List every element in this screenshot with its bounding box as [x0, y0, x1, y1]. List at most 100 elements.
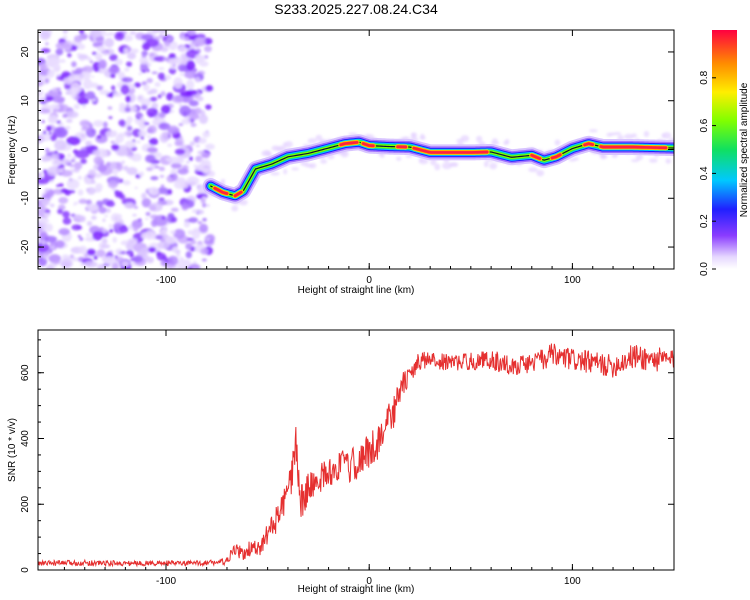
- noise-blob: [163, 57, 168, 61]
- halo-blob: [536, 169, 545, 177]
- noise-blob: [77, 189, 84, 196]
- halo-blob: [635, 153, 644, 161]
- noise-blob: [167, 40, 178, 51]
- noise-blob: [46, 57, 59, 68]
- noise-blob: [41, 239, 46, 246]
- noise-blob: [82, 78, 93, 90]
- x-tick-label: 0: [366, 576, 372, 587]
- noise-blob: [200, 247, 209, 255]
- noise-blob: [109, 161, 117, 170]
- noise-blob: [62, 30, 68, 34]
- noise-blob: [78, 245, 88, 255]
- noise-blob: [181, 203, 189, 211]
- noise-blob: [162, 225, 167, 230]
- noise-blob: [43, 235, 57, 243]
- noise-blob: [124, 106, 131, 113]
- halo-blob: [631, 133, 638, 138]
- noise-blob: [108, 65, 121, 75]
- noise-blob: [71, 224, 82, 231]
- noise-blob: [153, 56, 167, 62]
- noise-blob: [46, 125, 52, 132]
- noise-blob: [91, 215, 97, 220]
- noise-blob: [102, 121, 108, 128]
- noise-blob: [201, 152, 210, 159]
- snr-plot-area: [38, 330, 674, 570]
- noise-blob: [45, 148, 50, 153]
- noise-blob: [133, 82, 142, 88]
- noise-blob: [144, 217, 149, 221]
- noise-blob: [205, 85, 214, 92]
- noise-blob: [39, 62, 47, 70]
- noise-blob: [120, 84, 130, 95]
- noise-blob: [84, 178, 92, 185]
- noise-blob: [161, 215, 166, 220]
- noise-blob: [198, 114, 208, 125]
- noise-blob: [104, 214, 108, 218]
- halo-blob: [568, 158, 577, 162]
- noise-blob: [190, 239, 197, 245]
- noise-blob: [60, 258, 73, 269]
- noise-blob: [97, 263, 106, 269]
- halo-blob: [643, 130, 650, 138]
- noise-blob: [141, 192, 147, 200]
- noise-blob: [77, 235, 81, 238]
- noise-blob: [109, 228, 114, 233]
- snr-series-line: [38, 343, 674, 568]
- noise-blob: [158, 122, 171, 131]
- noise-blob: [132, 213, 137, 217]
- halo-blob: [528, 167, 538, 173]
- noise-blob: [123, 180, 131, 186]
- noise-blob: [78, 198, 88, 204]
- noise-blob: [73, 103, 80, 110]
- noise-blob: [160, 229, 169, 234]
- noise-blob: [111, 144, 120, 151]
- noise-blob: [66, 88, 80, 96]
- spectrogram-xlabel: Height of straight line (km): [298, 285, 415, 296]
- noise-blob: [138, 72, 143, 75]
- noise-blob: [123, 34, 133, 42]
- noise-blob: [160, 104, 171, 114]
- noise-blob: [45, 78, 49, 84]
- noise-blob: [73, 162, 83, 170]
- y-tick-label: 20: [20, 46, 31, 58]
- noise-blob: [153, 109, 158, 114]
- snr-panel: -100 0 100 0 200 400 600 Height of straight li…: [7, 329, 675, 595]
- noise-blob: [198, 223, 209, 233]
- noise-blob: [141, 69, 147, 73]
- noise-blob: [167, 189, 173, 195]
- noise-blob: [67, 153, 72, 159]
- noise-blob: [148, 246, 157, 253]
- noise-blob: [55, 240, 65, 249]
- noise-blob: [130, 48, 139, 54]
- noise-blob: [127, 237, 138, 245]
- noise-blob: [203, 239, 215, 245]
- noise-blob: [126, 125, 133, 131]
- noise-blob: [85, 91, 96, 100]
- noise-blob: [169, 174, 174, 178]
- noise-blob: [105, 207, 111, 213]
- noise-blob: [144, 122, 150, 126]
- track-hot-red: [339, 141, 359, 147]
- noise-blob: [76, 52, 82, 57]
- noise-blob: [149, 96, 158, 102]
- noise-blob: [131, 219, 143, 229]
- noise-blob: [200, 158, 204, 162]
- noise-blob: [138, 171, 145, 177]
- halo-blob: [623, 133, 634, 140]
- noise-blob: [67, 53, 72, 58]
- noise-blob: [86, 187, 96, 195]
- noise-blob: [78, 92, 87, 98]
- colorbar-tick-label: 0.4: [699, 166, 710, 180]
- noise-blob: [45, 95, 54, 102]
- noise-blob: [186, 160, 190, 164]
- noise-blob: [167, 37, 173, 41]
- track-hot-red: [530, 154, 542, 160]
- noise-blob: [85, 233, 91, 237]
- halo-blob: [270, 171, 280, 176]
- noise-blob: [71, 61, 77, 68]
- noise-blob: [171, 95, 185, 104]
- noise-blob: [108, 223, 113, 229]
- noise-blob: [157, 72, 165, 80]
- noise-blob: [124, 67, 130, 72]
- noise-blob: [136, 113, 144, 118]
